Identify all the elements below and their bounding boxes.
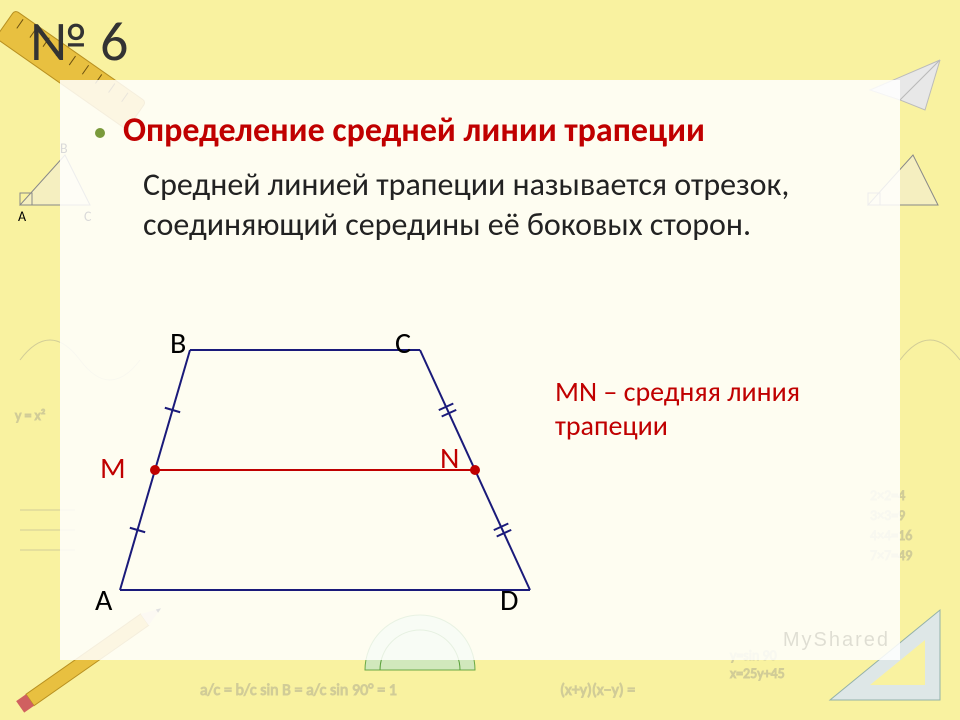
svg-text:x=25y+45: x=25y+45 <box>730 665 785 682</box>
midline-note: MN – средняя линия трапеции <box>555 375 855 442</box>
label-C: С <box>395 325 411 362</box>
svg-text:A: A <box>18 208 27 225</box>
definition-text: Средней линией трапеции называется отрез… <box>95 165 860 245</box>
label-M: M <box>100 450 126 487</box>
label-D: D <box>500 582 518 619</box>
bullet-heading: Определение средней линии трапеции <box>95 110 705 151</box>
label-A: A <box>95 582 112 619</box>
trapezoid-diagram <box>90 320 870 640</box>
watermark: MyShared <box>783 629 890 652</box>
svg-text:(x+y)(x−y) =: (x+y)(x−y) = <box>560 681 635 700</box>
slide-number: № 6 <box>30 8 128 76</box>
label-N: N <box>440 440 459 477</box>
svg-text:a/c = b/c sin B = a/c sin: a/c = b/c sin B = a/c sin 90° = 1 <box>200 681 397 700</box>
label-B: В <box>170 325 186 362</box>
svg-text:y = x²: y = x² <box>15 407 46 424</box>
bullet-icon <box>95 128 105 138</box>
bullet-title-text: Определение средней линии трапеции <box>123 110 705 151</box>
